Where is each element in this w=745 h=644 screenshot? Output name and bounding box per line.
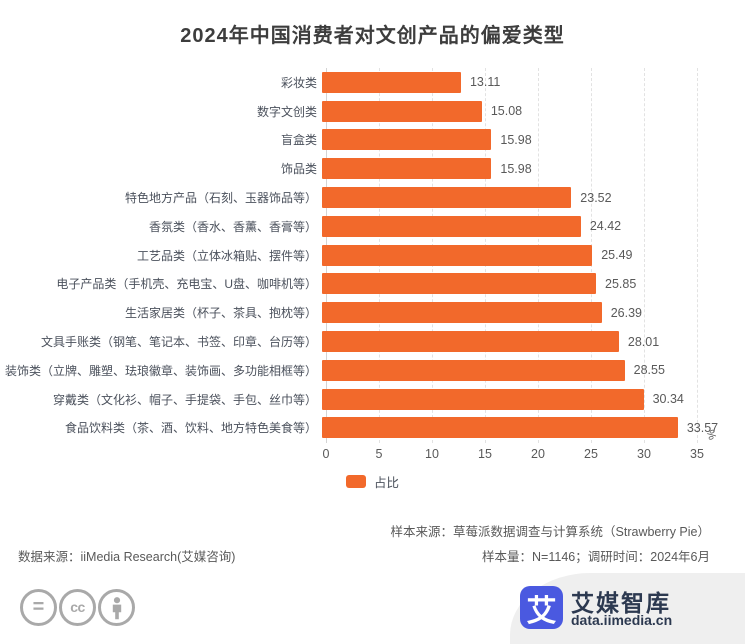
x-tick-label: 5 xyxy=(375,447,383,461)
bar-row: 盲盒类 15.98 xyxy=(0,126,745,155)
bar-row: 香氛类（香水、香薰、香膏等） 24.42 xyxy=(0,212,745,241)
bar-row: 特色地方产品（石刻、玉器饰品等） 23.52 xyxy=(0,183,745,212)
bar-value-label: 28.55 xyxy=(633,363,665,378)
legend-label: 占比 xyxy=(373,476,399,490)
bar-rows: 彩妆类 13.11 数字文创类 15.08 盲盒类 15.98 饰品类 15.98 特色地方产品… xyxy=(0,68,745,442)
category-label: 彩妆类 xyxy=(280,75,317,90)
bar xyxy=(322,302,602,324)
x-tick-label: 20 xyxy=(531,447,545,461)
bar-value-label: 33.57 xyxy=(686,420,719,435)
x-tick-label: 15 xyxy=(478,447,492,461)
category-label: 穿戴类（文化衫、帽子、手提袋、手包、丝巾等） xyxy=(52,392,317,407)
bar xyxy=(322,417,678,439)
bar-value-label: 24.42 xyxy=(589,219,622,234)
bar-track: 15.98 xyxy=(322,154,745,183)
bar xyxy=(322,129,492,151)
bar-track: 23.52 xyxy=(322,183,745,212)
category-label: 饰品类 xyxy=(280,162,317,177)
legend: 占比 xyxy=(0,472,745,491)
bar xyxy=(322,71,461,93)
bar-track: 15.98 xyxy=(322,126,745,155)
bar-track: 28.55 xyxy=(322,356,745,385)
footer: = cc 艾 艾媒智库 data.iimedia.cn xyxy=(0,573,745,644)
bar-value-label: 28.01 xyxy=(627,334,660,349)
bar-value-label: 30.34 xyxy=(652,392,684,407)
x-tick-label: 0 xyxy=(322,447,330,461)
bar-value-label: 15.98 xyxy=(500,161,532,176)
bar xyxy=(322,215,581,237)
x-tick-label: 30 xyxy=(637,447,651,461)
gridline xyxy=(697,68,698,443)
bar-track: 24.42 xyxy=(322,212,745,241)
bar-value-label: 15.98 xyxy=(500,132,532,147)
bar-value-label: 23.52 xyxy=(580,190,612,205)
bar-track: 28.01 xyxy=(322,327,745,356)
x-tick-label: 10 xyxy=(425,447,439,461)
bar-row: 文具手账类（钢笔、笔记本、书签、印章、台历等） 28.01 xyxy=(0,327,745,356)
category-label: 食品饮料类（茶、酒、饮料、地方特色美食等） xyxy=(64,421,317,436)
sample-source-note: 样本来源：草莓派数据调查与计算系统（Strawberry Pie） xyxy=(390,525,710,539)
bar xyxy=(322,331,619,353)
brand-domain: data.iimedia.cn xyxy=(571,612,673,628)
bar-value-label: 26.39 xyxy=(610,305,642,320)
bar-track: 25.85 xyxy=(322,270,745,299)
data-source-note: 数据来源：iiMedia Research(艾媒咨询) xyxy=(18,550,236,564)
person-icon xyxy=(98,589,135,626)
category-label: 特色地方产品（石刻、玉器饰品等） xyxy=(124,191,317,206)
bar-track: 26.39 xyxy=(322,298,745,327)
sample-size-note: 样本量：N=1146；调研时间：2024年6月 xyxy=(482,550,710,564)
bar xyxy=(322,187,572,209)
bar-row: 生活家居类（杯子、茶具、抱枕等） 26.39 xyxy=(0,298,745,327)
category-label: 生活家居类（杯子、茶具、抱枕等） xyxy=(124,306,317,321)
bar-value-label: 13.11 xyxy=(469,75,501,90)
bar-row: 食品饮料类（茶、酒、饮料、地方特色美食等） 33.57 xyxy=(0,414,745,443)
bar-value-label: 25.49 xyxy=(601,248,633,263)
bar xyxy=(322,273,596,295)
category-label: 文具手账类（钢笔、笔记本、书签、印章、台历等） xyxy=(40,335,317,350)
bar xyxy=(322,388,644,410)
bar xyxy=(322,359,625,381)
category-label: 香氛类（香水、香薰、香膏等） xyxy=(148,219,317,234)
x-tick-label: 35 xyxy=(690,447,704,461)
equals-icon: = xyxy=(20,589,57,626)
bar-row: 数字文创类 15.08 xyxy=(0,97,745,126)
brand-name: 艾媒智库 xyxy=(571,590,671,616)
category-label: 盲盒类 xyxy=(280,133,317,148)
bar-row: 电子产品类（手机壳、充电宝、U盘、咖啡机等） 25.85 xyxy=(0,270,745,299)
gridline xyxy=(644,68,645,443)
chart-title: 2024年中国消费者对文创产品的偏爱类型 xyxy=(180,25,565,47)
bar-row: 装饰类（立牌、雕塑、珐琅徽章、装饰画、多功能相框等） 28.55 xyxy=(0,356,745,385)
bar-track: 25.49 xyxy=(322,241,745,270)
brand-logo: 艾 艾媒智库 data.iimedia.cn xyxy=(510,573,745,644)
category-label: 数字文创类 xyxy=(256,104,317,119)
bar-row: 工艺品类（立体冰箱贴、摆件等） 25.49 xyxy=(0,241,745,270)
bar-row: 饰品类 15.98 xyxy=(0,154,745,183)
brand-app-icon: 艾 xyxy=(520,586,563,629)
bar-row: 穿戴类（文化衫、帽子、手提袋、手包、丝巾等） 30.34 xyxy=(0,385,745,414)
bar-track: 15.08 xyxy=(322,97,745,126)
category-label: 电子产品类（手机壳、充电宝、U盘、咖啡机等） xyxy=(56,277,317,292)
bar xyxy=(322,158,492,180)
bar-row: 彩妆类 13.11 xyxy=(0,68,745,97)
cc-icon: cc xyxy=(59,589,96,626)
category-label: 工艺品类（立体冰箱贴、摆件等） xyxy=(136,248,317,263)
bar-value-label: 25.85 xyxy=(605,276,637,291)
bar-track: 33.57 xyxy=(322,414,745,443)
bar xyxy=(322,100,482,122)
bar xyxy=(322,244,593,266)
bar-track: 13.11 xyxy=(322,68,745,97)
bar-track: 30.34 xyxy=(322,385,745,414)
legend-swatch-icon xyxy=(345,475,366,488)
x-tick-label: 25 xyxy=(584,447,598,461)
bar-value-label: 15.08 xyxy=(490,104,523,119)
category-label: 装饰类（立牌、雕塑、珐琅徽章、装饰画、多功能相框等） xyxy=(4,363,317,378)
